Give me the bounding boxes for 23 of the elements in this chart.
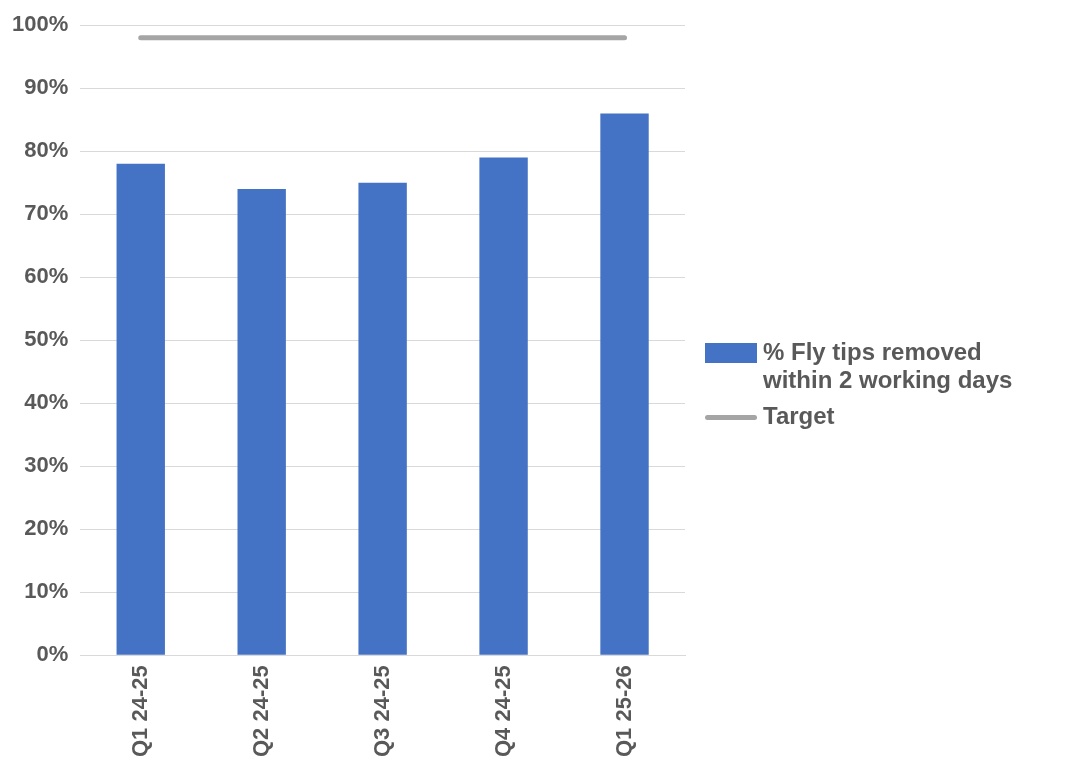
y-tick-label: 60%	[24, 263, 69, 289]
x-tick-label: Q1 25-26	[610, 665, 636, 758]
bar	[116, 163, 165, 655]
legend-label: % Fly tips removed within 2 working days	[763, 337, 1014, 394]
y-tick-label: 20%	[24, 515, 69, 541]
bar	[479, 157, 528, 655]
bar	[237, 189, 286, 655]
y-tick-label: 50%	[24, 326, 69, 352]
bar	[358, 182, 407, 655]
y-tick-label: 90%	[24, 74, 69, 100]
y-tick-label: 100%	[11, 11, 69, 37]
y-tick-label: 70%	[24, 200, 69, 226]
y-tick-label: 10%	[24, 578, 69, 604]
bar	[600, 113, 649, 655]
x-tick-label: Q4 24-25	[489, 665, 515, 758]
y-tick-label: 0%	[36, 641, 69, 667]
x-tick-label: Q3 24-25	[368, 665, 394, 758]
y-tick-label: 80%	[24, 137, 69, 163]
legend-label: Target	[763, 401, 835, 430]
x-tick-label: Q1 24-25	[126, 665, 152, 758]
y-tick-label: 30%	[24, 452, 69, 478]
x-tick-label: Q2 24-25	[247, 665, 273, 758]
y-tick-label: 40%	[24, 389, 69, 415]
